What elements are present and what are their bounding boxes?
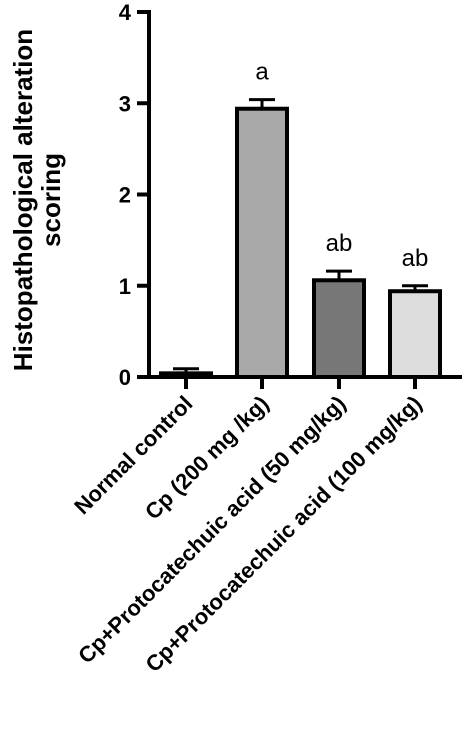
y-tick-label: 3 <box>119 91 131 116</box>
y-axis-label-line-2: scoring <box>36 153 66 247</box>
bars: a ab ab <box>159 59 442 380</box>
x-tick-label: Cp+Protocatechuic acid (100 mg/kg) <box>140 391 426 677</box>
significance-label: ab <box>402 245 429 272</box>
y-axis-label-line-1: Histopathological alteration <box>8 29 38 371</box>
significance-label: a <box>255 59 269 86</box>
bar <box>235 106 289 379</box>
bar <box>388 289 442 380</box>
y-tick-label: 4 <box>119 0 132 25</box>
y-tick-label: 0 <box>119 365 131 390</box>
y-tick-label: 2 <box>119 183 131 208</box>
significance-label: ab <box>326 230 353 257</box>
y-ticks: 0 1 2 3 4 <box>119 0 149 390</box>
bar <box>159 371 213 380</box>
bar <box>312 278 366 379</box>
y-axis-label: Histopathological alteration scoring <box>8 29 66 371</box>
y-tick-label: 1 <box>119 274 131 299</box>
x-tick-label: Cp+Protocatechuic acid (50 mg/kg) <box>73 391 350 668</box>
